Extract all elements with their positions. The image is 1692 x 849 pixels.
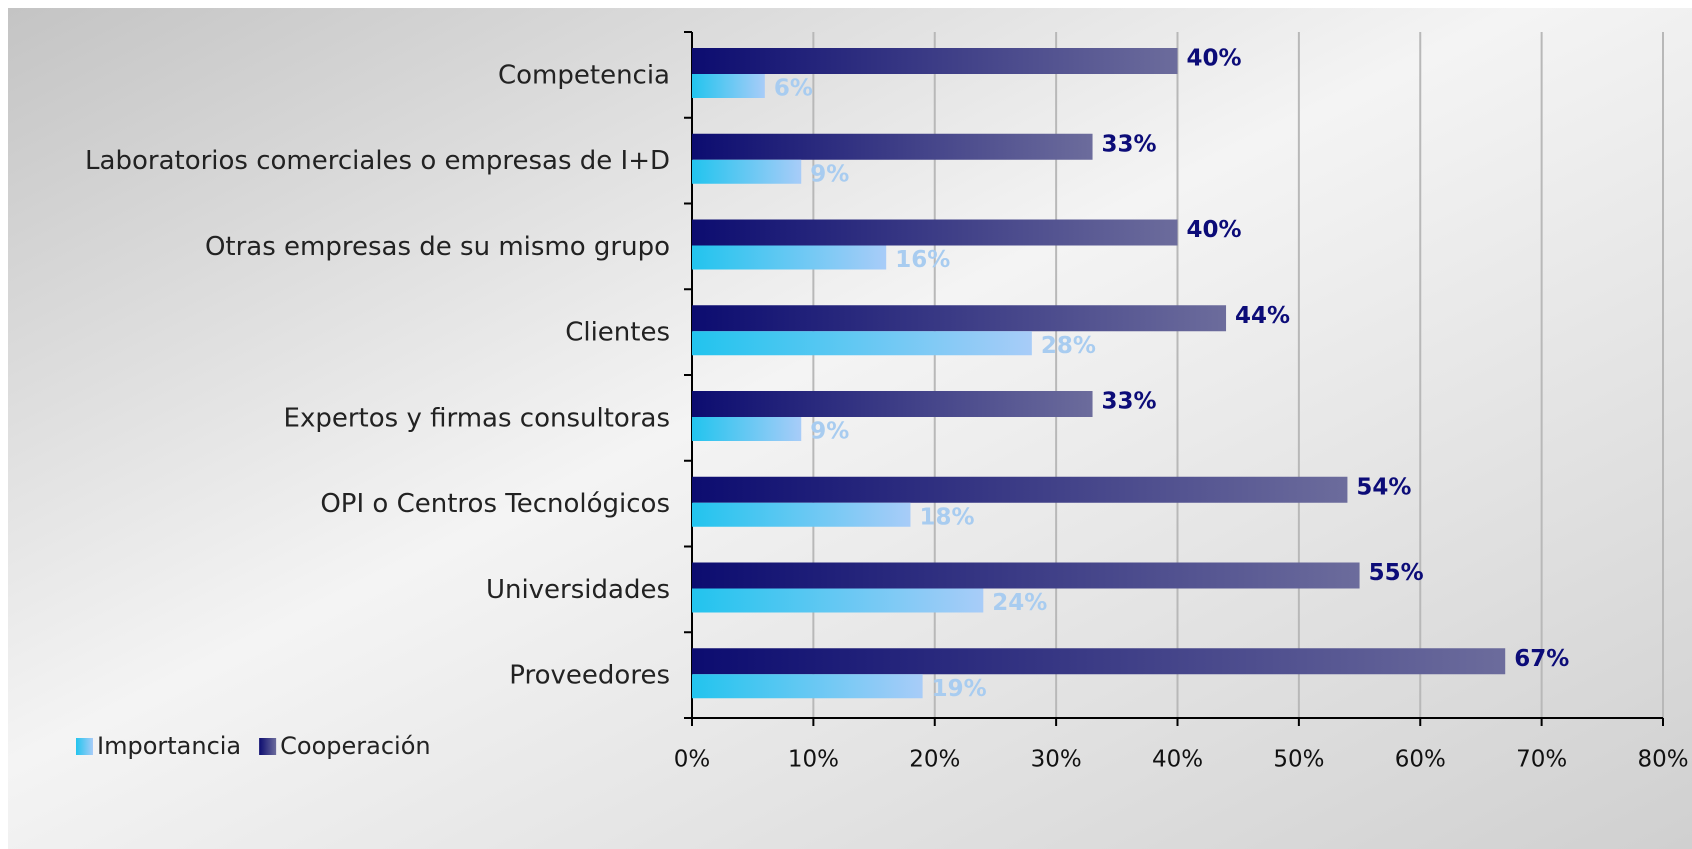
value-label: 55% <box>1369 560 1424 586</box>
legend-swatch <box>259 738 277 755</box>
x-tick-label: 60% <box>1395 747 1446 773</box>
x-tick-label: 30% <box>1031 747 1082 773</box>
bar <box>692 391 1093 417</box>
category-label: Laboratorios comerciales o empresas de I… <box>85 146 670 176</box>
legend-label: Importancia <box>97 732 241 760</box>
value-label: 18% <box>919 504 974 530</box>
bar <box>692 502 911 527</box>
bar <box>692 476 1348 503</box>
value-label: 40% <box>1187 46 1242 72</box>
bar <box>692 331 1032 356</box>
value-label: 54% <box>1356 474 1411 500</box>
value-label: 40% <box>1187 217 1242 243</box>
category-label: Clientes <box>565 318 670 348</box>
category-label: Expertos y firmas consultoras <box>284 403 670 433</box>
value-label: 44% <box>1235 303 1290 329</box>
bar <box>692 133 1093 160</box>
x-tick-label: 70% <box>1516 747 1567 773</box>
x-tick-label: 80% <box>1637 747 1688 773</box>
bar <box>692 74 765 98</box>
value-label: 67% <box>1514 646 1569 672</box>
category-label: Otras empresas de su mismo grupo <box>205 232 670 262</box>
value-label: 16% <box>895 247 950 273</box>
bar <box>692 648 1506 675</box>
value-label: 28% <box>1041 333 1096 359</box>
legend-label: Cooperación <box>280 732 430 760</box>
bar <box>692 159 802 184</box>
value-label: 33% <box>1102 131 1157 157</box>
bar <box>692 305 1227 332</box>
x-tick-label: 40% <box>1152 747 1203 773</box>
category-label: OPI o Centros Tecnológicos <box>320 489 670 519</box>
x-tick-label: 50% <box>1273 747 1324 773</box>
bar <box>692 245 887 270</box>
bar <box>692 588 984 613</box>
x-tick-label: 20% <box>909 747 960 773</box>
category-label: Universidades <box>486 575 670 605</box>
value-label: 6% <box>774 76 813 102</box>
bar <box>692 48 1178 74</box>
value-label: 24% <box>992 590 1047 616</box>
value-label: 33% <box>1102 389 1157 415</box>
value-label: 19% <box>932 676 987 702</box>
bar <box>692 562 1360 589</box>
x-tick-label: 0% <box>674 747 711 773</box>
bar <box>692 219 1178 246</box>
category-label: Competencia <box>498 60 670 90</box>
x-tick-label: 10% <box>788 747 839 773</box>
value-label: 9% <box>810 419 849 445</box>
bar <box>692 417 802 441</box>
legend-swatch <box>76 738 93 755</box>
bar <box>692 674 923 699</box>
value-label: 9% <box>810 161 849 187</box>
category-label: Proveedores <box>509 661 670 691</box>
